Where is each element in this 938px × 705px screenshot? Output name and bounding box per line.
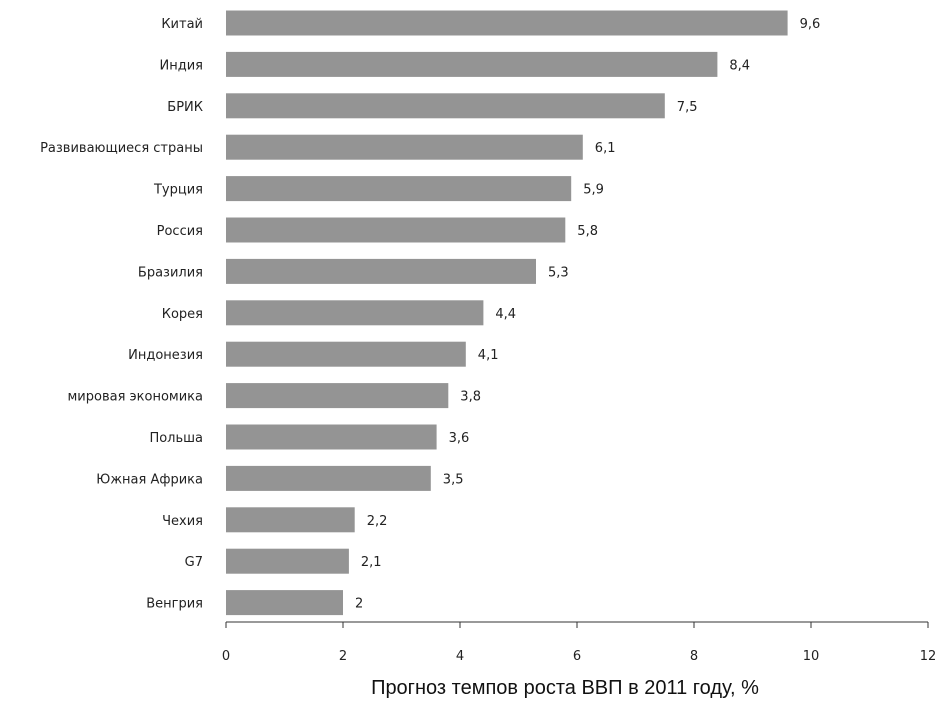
value-label: 6,1: [595, 141, 616, 156]
x-tick-label: 2: [339, 649, 347, 664]
category-label: G7: [185, 555, 203, 570]
category-label: Россия: [157, 224, 203, 239]
x-ticks-group: 0 2 4 6 8 10 12: [222, 622, 936, 664]
value-label: 9,6: [800, 17, 821, 32]
category-labels-group: Китай Индия БРИК Развивающиеся страны Турция…: [40, 17, 203, 612]
bar: [226, 11, 788, 36]
category-label: Венгрия: [146, 597, 203, 612]
category-label: Китай: [161, 17, 203, 32]
value-label: 8,4: [729, 58, 750, 73]
x-tick-label: 10: [803, 649, 820, 664]
value-label: 7,5: [677, 100, 698, 115]
x-tick-label: 12: [920, 649, 937, 664]
category-label: Корея: [162, 307, 203, 322]
x-tick-label: 4: [456, 649, 464, 664]
value-label: 2: [355, 597, 363, 612]
x-axis-title: Прогноз темпов роста ВВП в 2011 году, %: [371, 677, 759, 699]
bar: [226, 507, 355, 532]
bar: [226, 300, 483, 325]
bar: [226, 383, 448, 408]
category-label: БРИК: [167, 100, 203, 115]
category-label: Чехия: [162, 514, 203, 529]
bar: [226, 176, 571, 201]
category-label: Развивающиеся страны: [40, 141, 203, 156]
category-label: Индонезия: [128, 348, 203, 363]
category-label: Польша: [149, 431, 203, 446]
bar: [226, 259, 536, 284]
x-tick-label: 6: [573, 649, 581, 664]
value-label: 5,9: [583, 183, 604, 198]
value-label: 5,3: [548, 265, 569, 280]
value-label: 2,1: [361, 555, 382, 570]
bar: [226, 93, 665, 118]
value-label: 3,8: [460, 390, 481, 405]
category-label: Турция: [153, 183, 203, 198]
bar: [226, 135, 583, 160]
category-label: Индия: [160, 58, 203, 73]
value-label: 3,6: [449, 431, 470, 446]
value-label: 3,5: [443, 472, 464, 487]
x-tick-label: 0: [222, 649, 230, 664]
x-tick-label: 8: [690, 649, 698, 664]
category-label: мировая экономика: [67, 390, 203, 405]
category-label: Южная Африка: [96, 472, 203, 487]
value-label: 5,8: [577, 224, 598, 239]
category-label: Бразилия: [138, 265, 203, 280]
bar: [226, 218, 565, 243]
bar: [226, 425, 437, 450]
bar: [226, 466, 431, 491]
bar: [226, 52, 717, 77]
value-label: 4,1: [478, 348, 499, 363]
bar: [226, 549, 349, 574]
value-label: 4,4: [495, 307, 516, 322]
value-label: 2,2: [367, 514, 388, 529]
x-axis: 0 2 4 6 8 10 12: [222, 622, 936, 664]
bar: [226, 590, 343, 615]
bar: [226, 342, 466, 367]
